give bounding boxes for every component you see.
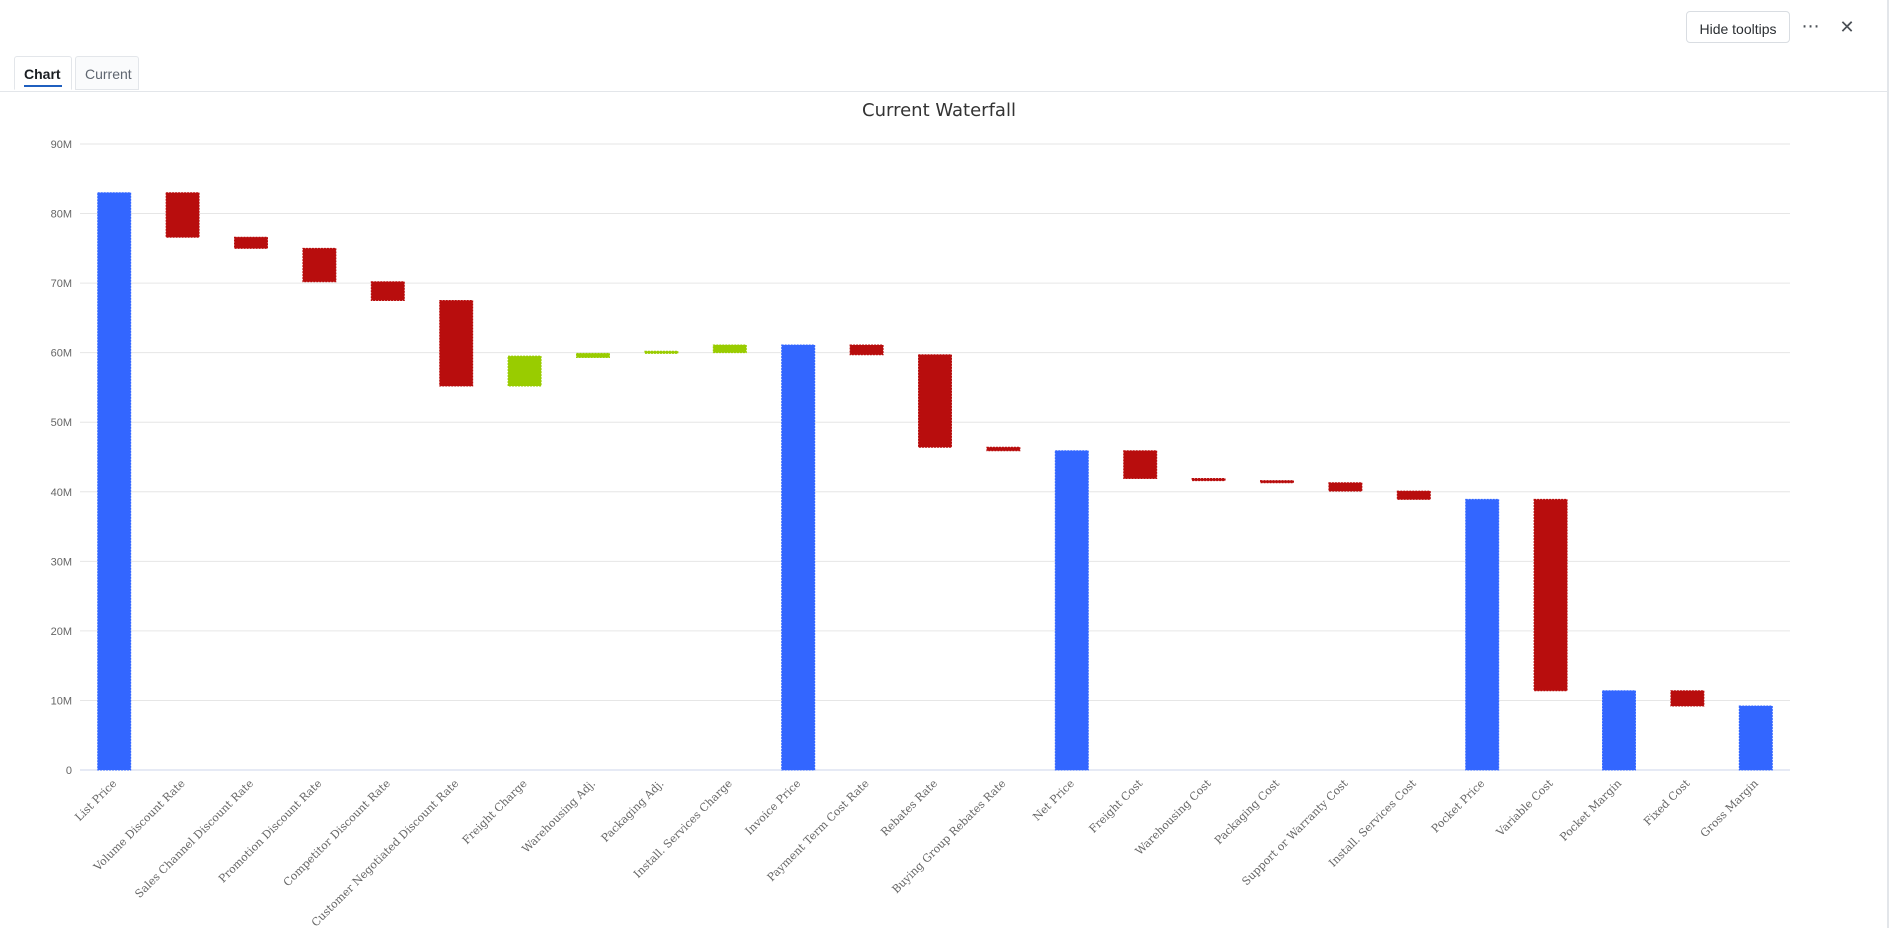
waterfall-bar[interactable] [370,281,405,302]
waterfall-bar[interactable] [1602,690,1636,771]
panel-header: Hide tooltips ⋯ ✕ [0,0,1887,56]
y-tick-label: 30M [51,556,72,568]
waterfall-bar[interactable] [781,344,816,771]
x-tick-label: Net Price [1030,777,1077,824]
y-axis-ticks: 0 10M 20M 30M 40M 50M 60M 70M 80M 90M [51,139,72,777]
tab-chart-label: Chart [24,66,61,82]
waterfall-chart: Current Waterfall 0 10M 20M 30M 40M 50M 60M 70M… [51,100,1790,928]
waterfall-bar[interactable] [1260,480,1294,484]
x-tick-label: Pocket Price [1429,777,1487,835]
waterfall-bar[interactable] [576,352,610,359]
waterfall-bar[interactable] [1465,498,1500,771]
waterfall-bar[interactable] [1123,450,1158,480]
y-tick-label: 0 [66,765,72,777]
waterfall-bar[interactable] [1396,490,1431,500]
y-tick-label: 70M [51,278,72,290]
x-tick-label: Variable Cost [1493,777,1556,840]
x-tick-label: Freight Charge [460,777,530,847]
tab-chart[interactable]: Chart [14,56,72,90]
x-tick-label: Fixed Cost [1641,777,1693,829]
waterfall-bar[interactable] [1054,450,1089,771]
waterfall-bar[interactable] [234,236,268,249]
x-tick-label: Warehousing Adj. [520,777,599,856]
chart-title: Current Waterfall [862,100,1016,121]
y-tick-label: 10M [51,695,72,707]
waterfall-bar[interactable] [986,446,1021,452]
y-tick-label: 90M [51,139,72,151]
x-tick-label: Gross Margin [1698,777,1761,840]
waterfall-bar[interactable] [1191,478,1226,482]
x-tick-label: Pocket Margin [1557,777,1624,844]
tab-divider [0,91,1887,92]
waterfall-bar[interactable] [918,354,952,448]
active-tab-indicator [24,85,62,87]
x-tick-label: Rebates Rate [878,777,940,839]
waterfall-bar[interactable] [97,192,132,771]
y-tick-label: 20M [51,626,72,638]
waterfall-bar[interactable] [302,247,337,283]
x-tick-label: Packaging Adj. [599,777,667,845]
y-tick-label: 50M [51,417,72,429]
close-icon[interactable]: ✕ [1839,17,1855,37]
waterfall-bar[interactable] [849,344,884,356]
tab-current[interactable]: Current [75,56,139,90]
waterfall-bar[interactable] [644,350,679,354]
x-tick-label: List Price [72,777,119,824]
bars [97,192,1773,771]
y-tick-label: 60M [51,348,72,360]
waterfall-bar[interactable] [1328,482,1363,492]
x-tick-label: Packaging Cost [1212,777,1283,848]
x-tick-label: Buying Group Rebates Rate [890,777,1009,896]
waterfall-bar[interactable] [1533,498,1568,692]
y-tick-label: 40M [51,487,72,499]
y-tick-label: 80M [51,209,72,221]
x-tick-label: Customer Negotiated Discount Rate [309,777,461,928]
waterfall-bar[interactable] [165,192,200,238]
x-tick-label: Warehousing Cost [1133,777,1214,858]
ellipsis-icon[interactable]: ⋯ [1801,16,1820,36]
waterfall-bar[interactable] [712,344,747,354]
waterfall-bar[interactable] [1738,705,1773,771]
tab-current-label: Current [85,66,132,82]
waterfall-bar[interactable] [507,355,542,387]
hide-tooltips-button[interactable]: Hide tooltips [1686,11,1790,43]
gridlines [80,143,1790,771]
x-tick-label: Sales Channel Discount Rate [132,777,256,901]
waterfall-bar[interactable] [439,300,474,387]
x-tick-label: Freight Cost [1087,777,1146,836]
waterfall-bar[interactable] [1670,690,1705,707]
x-tick-label: Invoice Price [743,777,804,838]
